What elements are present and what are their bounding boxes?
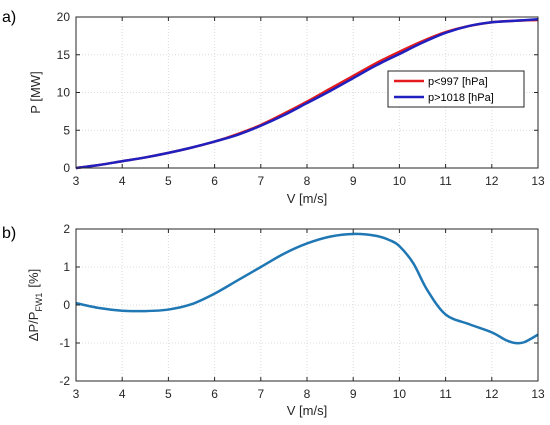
- ylabel-subscript: FW1: [34, 293, 44, 312]
- x-tick-label: 11: [439, 174, 452, 188]
- series-line-b-0: [75, 232, 539, 345]
- y-tick-label: 2: [63, 222, 70, 236]
- y-tick-label: 0: [63, 298, 70, 312]
- x-tick-label: 3: [73, 174, 80, 188]
- panel-b-grid: [76, 229, 538, 381]
- y-tick-label: 0: [63, 161, 70, 175]
- panel-b-label: b): [2, 225, 16, 242]
- panel-a-power-curve: a) 3 4 5 6 7 8 9 10 11 12 13 0 5 10 15 20 V [m/s] P [MW…: [2, 9, 545, 206]
- x-tick-label: 10: [393, 387, 407, 401]
- y-tick-label: 5: [63, 123, 70, 137]
- x-tick-label: 5: [165, 174, 172, 188]
- x-tick-label: 5: [165, 387, 172, 401]
- y-tick-label: -1: [59, 336, 70, 350]
- x-tick-label: 11: [439, 387, 452, 401]
- x-tick-label: 4: [119, 174, 126, 188]
- panel-a-ylabel: P [MW]: [28, 71, 43, 113]
- y-tick-label: 10: [57, 86, 71, 100]
- panel-a-ticks: 3 4 5 6 7 8 9 10 11 12 13 0 5 10 15 20: [57, 10, 545, 188]
- x-tick-label: 13: [531, 387, 545, 401]
- series-line-a-1: [75, 18, 539, 170]
- y-tick-label: 15: [57, 48, 71, 62]
- legend-box: [387, 70, 525, 108]
- panel-b-xlabel: V [m/s]: [287, 403, 327, 418]
- panel-a-series: [75, 18, 539, 170]
- ylabel-main: ΔP/P: [26, 312, 41, 342]
- x-tick-label: 3: [73, 387, 80, 401]
- x-tick-label: 8: [304, 174, 311, 188]
- x-tick-label: 8: [304, 387, 311, 401]
- panel-a-label: a): [2, 9, 16, 26]
- x-tick-label: 6: [211, 387, 218, 401]
- x-tick-label: 6: [211, 174, 218, 188]
- y-tick-label: 1: [63, 260, 70, 274]
- panel-b-series: [75, 232, 539, 345]
- x-tick-label: 9: [350, 174, 357, 188]
- x-tick-label: 13: [531, 174, 545, 188]
- y-tick-label: 20: [57, 10, 71, 24]
- x-tick-label: 7: [257, 174, 264, 188]
- x-tick-label: 9: [350, 387, 357, 401]
- legend-label-p-low: p<997 [hPa]: [428, 76, 488, 88]
- legend-label-p-high: p>1018 [hPa]: [428, 92, 494, 104]
- x-tick-label: 12: [485, 387, 499, 401]
- ylabel-unit: [%]: [26, 269, 41, 288]
- x-tick-label: 4: [119, 387, 126, 401]
- panel-a-xlabel: V [m/s]: [287, 191, 327, 206]
- panel-b-ylabel: ΔP/PFW1 [%]: [26, 269, 44, 341]
- x-tick-label: 10: [393, 174, 407, 188]
- x-tick-label: 7: [257, 387, 264, 401]
- y-tick-label: -2: [59, 374, 70, 388]
- panel-a-legend: p<997 [hPa] p>1018 [hPa]: [387, 70, 525, 108]
- x-tick-label: 12: [485, 174, 499, 188]
